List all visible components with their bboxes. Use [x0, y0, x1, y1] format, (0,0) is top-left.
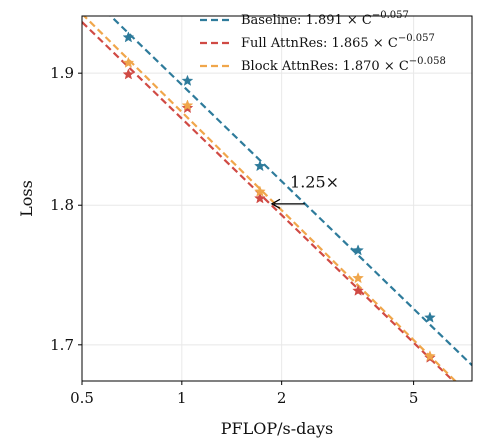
x-tick-label-0: 0.5	[70, 389, 94, 407]
point-baseline-2	[254, 160, 266, 172]
x-tick-label-2: 2	[277, 389, 287, 407]
point-block-attnres-4	[424, 350, 436, 362]
point-block-attnres-0	[122, 56, 135, 68]
annotation-arrow-head	[270, 198, 281, 209]
x-axis-label: PFLOP/s-days	[221, 419, 333, 438]
point-baseline-1	[181, 74, 194, 86]
point-baseline-4	[424, 311, 436, 323]
legend-entry-1-exponent: −0.057	[398, 33, 435, 44]
legend-entry-0-exponent: −0.057	[372, 10, 409, 21]
y-tick-label-0: 1.7	[50, 336, 74, 354]
point-block-attnres-3	[352, 272, 364, 284]
plot-frame	[81, 15, 473, 382]
point-full-attnres-2	[254, 192, 266, 204]
x-tick-label-1: 1	[177, 389, 187, 407]
fit-lines-layer	[82, 16, 472, 381]
point-full-attnres-3	[352, 284, 364, 296]
annotation-speedup-label: 1.25×	[290, 173, 339, 192]
legend-entry-1: Full AttnRes: 1.865 × C−0.057	[241, 33, 435, 51]
axis-ticks-layer: 0.5 1 2 5 1.7 1.8 1.9	[50, 64, 418, 407]
y-axis-label: Loss	[17, 180, 36, 217]
fit-line-baseline	[109, 16, 472, 367]
legend-entry-2: Block AttnRes: 1.870 × C−0.058	[241, 56, 446, 74]
y-tick-label-1: 1.8	[50, 196, 74, 214]
legend-entry-1-text: Full AttnRes: 1.865 × C	[241, 36, 398, 51]
legend-entry-2-exponent: −0.058	[409, 56, 446, 67]
fit-line-block-attnres	[82, 16, 457, 381]
point-baseline-3	[352, 244, 364, 256]
legend-entry-0-text: Baseline: 1.891 × C	[241, 13, 372, 28]
annotation-layer: 1.25×	[270, 173, 339, 209]
y-tick-label-2: 1.9	[50, 64, 74, 82]
legend-entry-0: Baseline: 1.891 × C−0.057	[241, 10, 409, 28]
fit-line-full-attnres	[82, 21, 455, 381]
grid-layer	[81, 16, 472, 381]
point-block-attnres-1	[181, 99, 194, 111]
point-full-attnres-0	[122, 68, 135, 80]
x-tick-label-3: 5	[409, 389, 419, 407]
legend-entry-2-text: Block AttnRes: 1.870 × C	[241, 59, 409, 74]
point-block-attnres-2	[254, 185, 266, 197]
point-baseline-0	[122, 31, 135, 43]
data-points-layer	[122, 31, 436, 363]
